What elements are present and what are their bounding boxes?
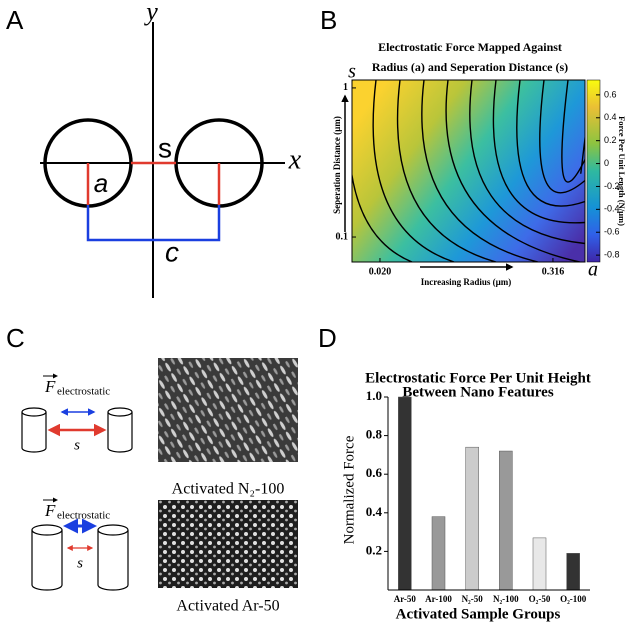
panel-label: C (6, 323, 25, 353)
colorbar-tick-label: -0.8 (604, 250, 620, 260)
bar-chart: Electrostatic Force Per Unit HeightBetwe… (341, 370, 590, 622)
cylinder (31, 530, 63, 591)
y-tick-label: 1 (343, 82, 348, 93)
contour-line (421, 80, 539, 262)
x-tick-label: N₂-100 (493, 594, 519, 604)
y-tick-label: 0.1 (336, 231, 349, 242)
bar (566, 553, 580, 591)
contour-field (352, 80, 585, 262)
y-tick-label: 0.6 (366, 465, 383, 480)
contour-chart (341, 79, 601, 271)
diagram-a: y x s a c (40, 0, 302, 298)
force-symbol: F (44, 501, 56, 520)
separation-label: s (74, 437, 80, 453)
panel-label: B (320, 5, 337, 35)
x-tick-label: Ar-50 (394, 594, 417, 604)
axis-label: x (288, 144, 302, 175)
cylinder (21, 412, 47, 453)
chart-title: Radius (a) and Seperation Distance (s) (372, 60, 568, 74)
contour-line (580, 132, 585, 174)
contour-line (561, 80, 585, 183)
colorbar-tick-label: -0.4 (604, 204, 620, 214)
bar (431, 516, 446, 591)
contour-line (516, 80, 585, 207)
contour-line (396, 80, 497, 262)
sem-image (158, 358, 298, 462)
separation-label: s (158, 132, 172, 163)
radius-label: a (94, 168, 108, 198)
colorbar-tick-label: -0.2 (604, 181, 620, 191)
cylinder (107, 412, 133, 453)
panel-label: A (6, 5, 24, 35)
colorbar-tick-label: 0.4 (604, 112, 617, 122)
chart-title: Between Nano Features (402, 384, 554, 400)
center-distance-line (86, 205, 221, 242)
colorbar (586, 79, 601, 263)
chart-title: Electrostatic Force Per Unit Height (365, 370, 591, 386)
y-tick-label: 0.2 (366, 542, 382, 557)
cylinder-top (31, 524, 63, 536)
colorbar-tick-label: 0.6 (604, 89, 617, 99)
cylinder (97, 530, 129, 591)
colorbar-tick-label: 0.2 (604, 135, 617, 145)
axis-symbol: a (588, 259, 598, 281)
x-tick-label: Ar-100 (425, 594, 452, 604)
axis-symbol: s (348, 61, 356, 83)
y-axis-label: Normalized Force (341, 435, 357, 544)
y-tick-label: 0.4 (366, 504, 383, 519)
sem-image (158, 500, 298, 588)
contour-line (492, 80, 585, 224)
image-caption: Activated Ar-50 (176, 598, 279, 615)
bar (532, 537, 547, 591)
bar (499, 450, 513, 591)
x-tick-label: N₂-50 (462, 594, 484, 604)
cylinder-top (107, 407, 133, 417)
bar (465, 446, 479, 591)
cylinder-top (97, 524, 129, 536)
panel-label: D (318, 323, 337, 353)
contour-line (372, 80, 455, 262)
x-tick-label: 0.020 (369, 266, 392, 277)
x-tick-label: O₂-100 (560, 594, 587, 604)
contour-line (445, 80, 581, 262)
contour-line (469, 80, 585, 245)
bar (398, 396, 412, 591)
x-tick-label: 0.316 (542, 266, 565, 277)
cylinder-top (21, 407, 47, 417)
plot-frame (351, 79, 586, 263)
force-symbol: F (44, 377, 56, 396)
x-axis-label: Increasing Radius (µm) (421, 277, 512, 287)
contour-line (539, 80, 585, 194)
distance-label: c (165, 236, 179, 267)
force-subscript: electrostatic (57, 386, 110, 398)
colorbar-label: Force Per Unit Length (N/µm) (617, 116, 627, 226)
y-tick-label: 1.0 (366, 388, 382, 403)
y-axis-label: Seperation Distance (µm) (332, 116, 342, 214)
colorbar-tick-label: -0.6 (604, 227, 620, 237)
image-caption: Activated N₂-100 (172, 481, 285, 498)
colorbar-tick-label: 0 (604, 158, 609, 168)
separation-label: s (77, 555, 83, 571)
x-axis-label: Activated Sample Groups (396, 606, 561, 622)
y-tick-label: 0.8 (366, 427, 383, 442)
contour-line (352, 80, 413, 262)
axis-label: y (143, 0, 158, 26)
panel-c: F electrostatic s Activated N₂-100 F ele… (21, 358, 298, 615)
x-tick-label: O₂-50 (529, 594, 551, 604)
force-subscript: electrostatic (57, 510, 110, 522)
chart-title: Electrostatic Force Mapped Against (378, 40, 562, 54)
